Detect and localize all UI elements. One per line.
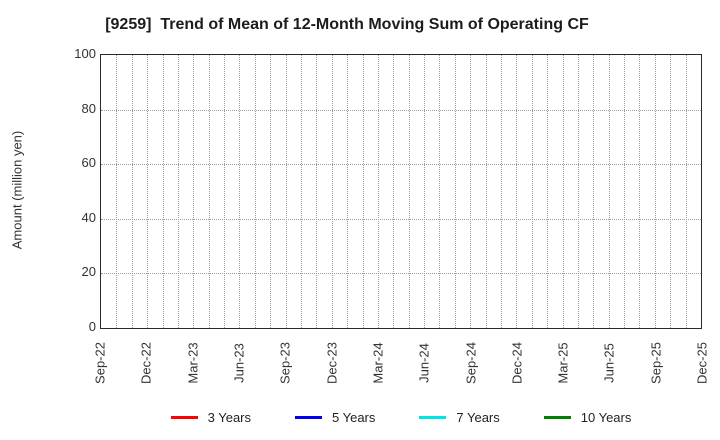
x-tick-label: Dec-22 [138, 342, 154, 384]
x-tick-label: Sep-24 [463, 342, 478, 384]
vertical-gridline [593, 55, 595, 328]
vertical-gridline [531, 55, 533, 328]
legend-line-swatch [295, 415, 322, 419]
legend-item: 5 Years [295, 410, 375, 425]
y-axis-label: Amount (million yen) [9, 130, 25, 250]
vertical-gridline [147, 55, 149, 328]
horizontal-gridline [101, 218, 701, 220]
horizontal-gridline [101, 109, 701, 111]
vertical-gridline [285, 55, 287, 328]
vertical-gridline [254, 55, 256, 328]
x-tick-label: Dec-23 [324, 342, 339, 384]
legend-item: 10 Years [543, 409, 632, 425]
vertical-gridline [208, 55, 210, 328]
legend-line-swatch [419, 415, 447, 419]
x-tick-label: Sep-22 [92, 342, 108, 384]
y-tick-label: 20 [81, 264, 96, 280]
x-tick-label: Dec-25 [694, 342, 710, 384]
horizontal-gridline [101, 273, 701, 275]
legend-item: 3 Years [170, 409, 251, 425]
y-tick-label: 60 [81, 155, 96, 171]
vertical-gridline [301, 55, 302, 328]
vertical-gridline [347, 55, 349, 328]
y-tick-label: 80 [81, 100, 96, 116]
vertical-gridline [501, 55, 502, 328]
vertical-gridline [162, 55, 164, 328]
vertical-gridline [470, 55, 472, 328]
horizontal-gridline [101, 164, 701, 166]
vertical-gridline [608, 55, 610, 328]
legend-label: 7 Years [456, 409, 500, 425]
x-tick-label: Sep-23 [277, 342, 293, 384]
x-tick-label: Jun-23 [231, 343, 247, 383]
x-tick-label: Jun-25 [601, 343, 617, 383]
x-tick-label: Jun-24 [416, 343, 432, 383]
x-tick-label: Mar-23 [185, 342, 201, 384]
vertical-gridline [439, 55, 441, 328]
vertical-gridline [454, 55, 456, 328]
vertical-gridline [408, 55, 410, 328]
legend: 3 Years 5 Years 7 Years 10 Years [100, 406, 702, 428]
legend-item: 7 Years [419, 409, 500, 425]
vertical-gridline [177, 55, 179, 328]
legend-line-swatch [543, 415, 571, 419]
vertical-gridline [577, 55, 579, 328]
vertical-gridline [547, 55, 549, 328]
vertical-gridline [331, 55, 333, 328]
vertical-gridline [270, 55, 272, 328]
x-tick-label: Dec-24 [509, 342, 525, 384]
vertical-gridline [639, 55, 641, 328]
vertical-gridline [193, 55, 195, 328]
vertical-gridline [685, 55, 687, 328]
x-tick-label: Mar-25 [555, 342, 571, 384]
vertical-gridline [516, 55, 518, 328]
plot-area [100, 54, 702, 329]
vertical-gridline [393, 55, 395, 328]
legend-label: 10 Years [580, 409, 632, 425]
legend-label: 3 Years [207, 409, 251, 425]
vertical-gridline [624, 55, 626, 328]
y-tick-label: 40 [81, 209, 96, 225]
vertical-gridline [131, 55, 133, 328]
vertical-gridline [377, 55, 379, 328]
vertical-gridline [239, 55, 241, 328]
vertical-gridline [224, 55, 226, 328]
x-tick-label: Mar-24 [370, 342, 386, 384]
chart-title: [9259] Trend of Mean of 12-Month Moving … [105, 16, 589, 33]
legend-label: 5 Years [332, 409, 376, 425]
vertical-gridline [562, 55, 564, 328]
legend-line-swatch [170, 415, 198, 419]
vertical-gridline [316, 55, 318, 328]
y-tick-label: 100 [74, 46, 96, 61]
x-tick-label: Sep-25 [648, 342, 664, 384]
vertical-gridline [424, 55, 426, 328]
vertical-gridline [116, 55, 118, 328]
y-tick-label: 0 [88, 319, 96, 334]
vertical-gridline [485, 55, 487, 328]
vertical-gridline [362, 55, 364, 328]
vertical-gridline [670, 55, 672, 328]
vertical-gridline [654, 55, 656, 328]
